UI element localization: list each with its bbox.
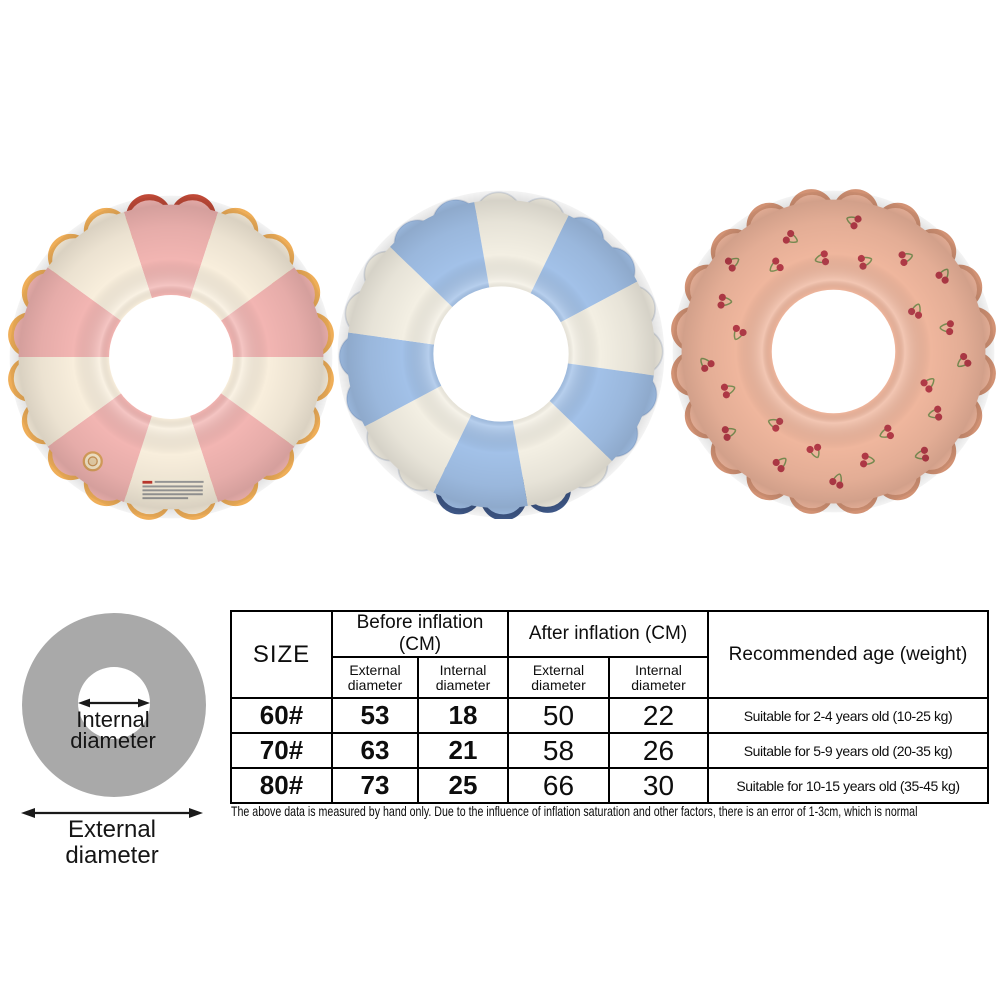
header-after-external: External diameter <box>507 656 610 699</box>
swim-ring-peach-cherry <box>671 189 996 514</box>
cell-after-internal: 30 <box>608 767 709 804</box>
header-after-internal: Internal diameter <box>608 656 709 699</box>
cell-recommended: Suitable for 2-4 years old (10-25 kg) <box>707 697 989 734</box>
cell-recommended: Suitable for 5-9 years old (20-35 kg) <box>707 732 989 769</box>
measurement-disclaimer: The above data is measured by hand only.… <box>231 803 918 819</box>
header-after-inflation: After inflation (CM) <box>507 610 709 658</box>
cell-before-internal: 21 <box>417 732 509 769</box>
diameter-arrows <box>21 698 203 818</box>
cell-after-internal: 26 <box>608 732 709 769</box>
table-row: 80# 73 25 66 30 Suitable for 10-15 years… <box>230 767 989 804</box>
cell-recommended: Suitable for 10-15 years old (35-45 kg) <box>707 767 989 804</box>
header-before-inflation: Before inflation (CM) <box>331 610 509 658</box>
cell-before-external: 53 <box>331 697 419 734</box>
cell-size: 80# <box>230 767 333 804</box>
size-table-container: SIZE Before inflation (CM) After inflati… <box>230 610 989 804</box>
cell-before-external: 63 <box>331 732 419 769</box>
cell-after-internal: 22 <box>608 697 709 734</box>
cell-before-internal: 25 <box>417 767 509 804</box>
header-recommended-age: Recommended age (weight) <box>707 610 989 699</box>
swim-ring-blue-striped <box>336 189 666 519</box>
header-before-external: External diameter <box>331 656 419 699</box>
cell-before-external: 73 <box>331 767 419 804</box>
cell-after-external: 58 <box>507 732 610 769</box>
cell-size: 60# <box>230 697 333 734</box>
table-row: 70# 63 21 58 26 Suitable for 5-9 years o… <box>230 732 989 769</box>
cell-after-external: 66 <box>507 767 610 804</box>
external-diameter-label: External diameter <box>65 816 159 869</box>
table-row: 60# 53 18 50 22 Suitable for 2-4 years o… <box>230 697 989 734</box>
internal-diameter-label: Internal diameter <box>70 707 156 753</box>
header-size: SIZE <box>230 610 333 699</box>
cell-size: 70# <box>230 732 333 769</box>
swim-ring-pink-striped <box>8 194 334 520</box>
cell-before-internal: 18 <box>417 697 509 734</box>
cell-after-external: 50 <box>507 697 610 734</box>
header-before-internal: Internal diameter <box>417 656 509 699</box>
size-table: SIZE Before inflation (CM) After inflati… <box>230 610 989 804</box>
